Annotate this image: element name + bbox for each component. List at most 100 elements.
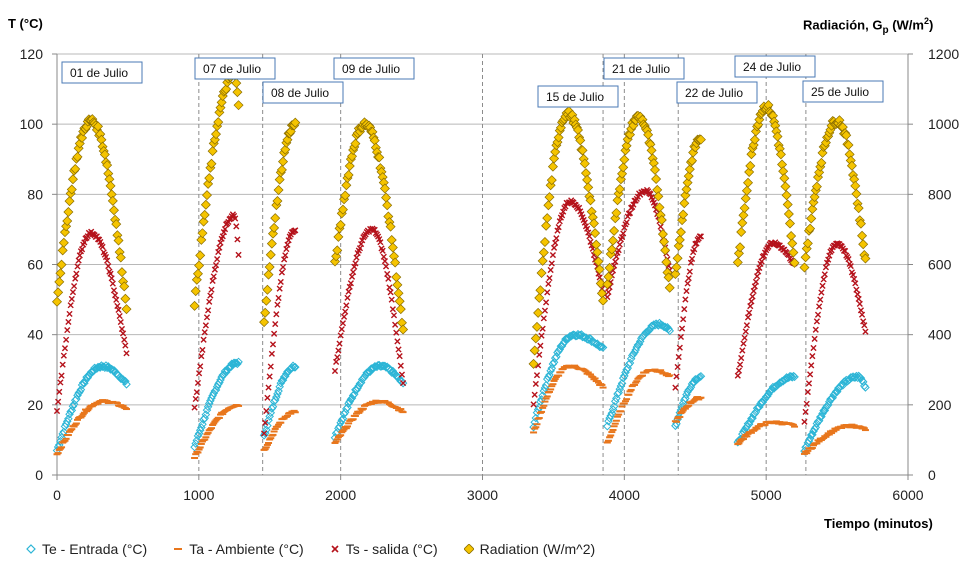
data-point-te (80, 378, 89, 388)
data-point-radiation (332, 245, 343, 256)
data-point-ts (273, 311, 280, 318)
data-point-ts (192, 395, 199, 403)
data-point-te (617, 379, 627, 388)
data-point-ts (626, 209, 634, 217)
data-point-te (398, 378, 408, 388)
data-point-te (58, 429, 68, 439)
data-point-ts (60, 352, 67, 359)
data-point-ts (279, 263, 287, 271)
y-left-tick-label: 100 (20, 116, 44, 132)
data-point-te (764, 389, 773, 399)
data-point-ts (107, 270, 114, 277)
data-point-ts (191, 404, 198, 411)
data-point-radiation (66, 184, 77, 195)
data-point-ts (333, 358, 340, 365)
data-point-radiation (816, 157, 827, 168)
data-point-radiation (276, 164, 287, 175)
data-point-ts (862, 328, 869, 335)
data-point-ts (616, 241, 623, 248)
data-point-ts (266, 373, 273, 380)
data-point-te (377, 361, 386, 371)
data-point-ts (73, 270, 80, 277)
data-point-ts (216, 244, 223, 251)
data-point-ts (276, 285, 283, 292)
data-point-radiation (382, 200, 393, 211)
data-point-ts (343, 302, 350, 309)
data-point-radiation (550, 146, 561, 157)
data-point-ts (53, 407, 61, 415)
data-point-ts (113, 296, 120, 303)
legend-item-ts: Ts - salida (°C) (330, 541, 438, 557)
data-point-radiation (63, 206, 74, 217)
data-point-ts (672, 384, 679, 391)
data-point-ts (336, 340, 343, 347)
data-point-radiation (387, 242, 398, 253)
data-point-te (91, 364, 101, 373)
data-point-ts (377, 239, 384, 246)
data-point-ts (112, 292, 119, 299)
data-point-ts (805, 380, 813, 387)
data-point-radiation (621, 140, 632, 151)
data-point-ts (678, 325, 686, 332)
x-tick-label: 1000 (183, 487, 214, 503)
data-point-ts (623, 219, 630, 226)
data-point-ts (542, 299, 550, 306)
data-point-ts (209, 277, 216, 285)
data-point-radiation (197, 228, 208, 239)
data-point-te (609, 402, 619, 411)
data-point-radiation (196, 234, 207, 245)
data-point-ts (696, 233, 703, 240)
data-point-radiation (58, 237, 69, 248)
data-point-radiation (67, 174, 78, 185)
data-point-ts (739, 347, 746, 354)
x-tick-label: 3000 (467, 487, 498, 503)
data-point-radiation (683, 171, 694, 182)
data-point-radiation (841, 130, 852, 141)
data-point-ts (99, 243, 106, 250)
data-point-radiation (394, 296, 405, 307)
data-point-ts (550, 244, 558, 251)
legend-marker-ta (174, 548, 183, 550)
date-label-box (61, 61, 143, 84)
data-point-ts (816, 303, 823, 310)
data-point-ts (531, 391, 538, 398)
data-point-radiation (738, 210, 749, 221)
data-point-ts (347, 280, 354, 287)
data-point-ts (740, 340, 747, 347)
data-point-te (73, 391, 82, 400)
data-point-radiation (393, 288, 404, 299)
data-point-ts (540, 315, 547, 322)
data-point-ts (673, 373, 680, 380)
data-point-radiation (745, 160, 756, 171)
data-point-te (345, 397, 355, 406)
data-point-te (193, 431, 203, 441)
y-right-tick-label: 1200 (928, 46, 959, 62)
data-point-te (612, 394, 621, 403)
data-point-radiation (588, 218, 599, 229)
data-point-ts (393, 329, 400, 336)
data-point-ts (345, 288, 352, 295)
data-point-te (368, 364, 377, 373)
data-point-ts (384, 270, 391, 278)
data-point-radiation (390, 257, 401, 268)
data-point-ts (337, 332, 344, 339)
data-point-te (289, 363, 299, 372)
data-point-te (62, 417, 72, 426)
data-point-radiation (541, 220, 552, 231)
data-point-ts (350, 268, 357, 276)
data-point-radiation (735, 242, 746, 253)
data-point-te (815, 412, 825, 422)
data-point-radiation (679, 198, 690, 209)
data-point-radiation (70, 164, 81, 174)
data-point-ts (272, 320, 279, 328)
data-point-ts (56, 388, 63, 395)
legend-marker-te (26, 544, 36, 554)
data-point-radiation (596, 288, 607, 299)
data-point-radiation (530, 333, 541, 344)
data-point-ts (532, 380, 539, 388)
data-point-radiation (575, 135, 586, 146)
legend-item-ta: Ta - Ambiente (°C) (173, 541, 304, 557)
data-point-ts (215, 248, 222, 256)
data-point-radiation (607, 235, 618, 246)
data-point-te (265, 412, 274, 421)
